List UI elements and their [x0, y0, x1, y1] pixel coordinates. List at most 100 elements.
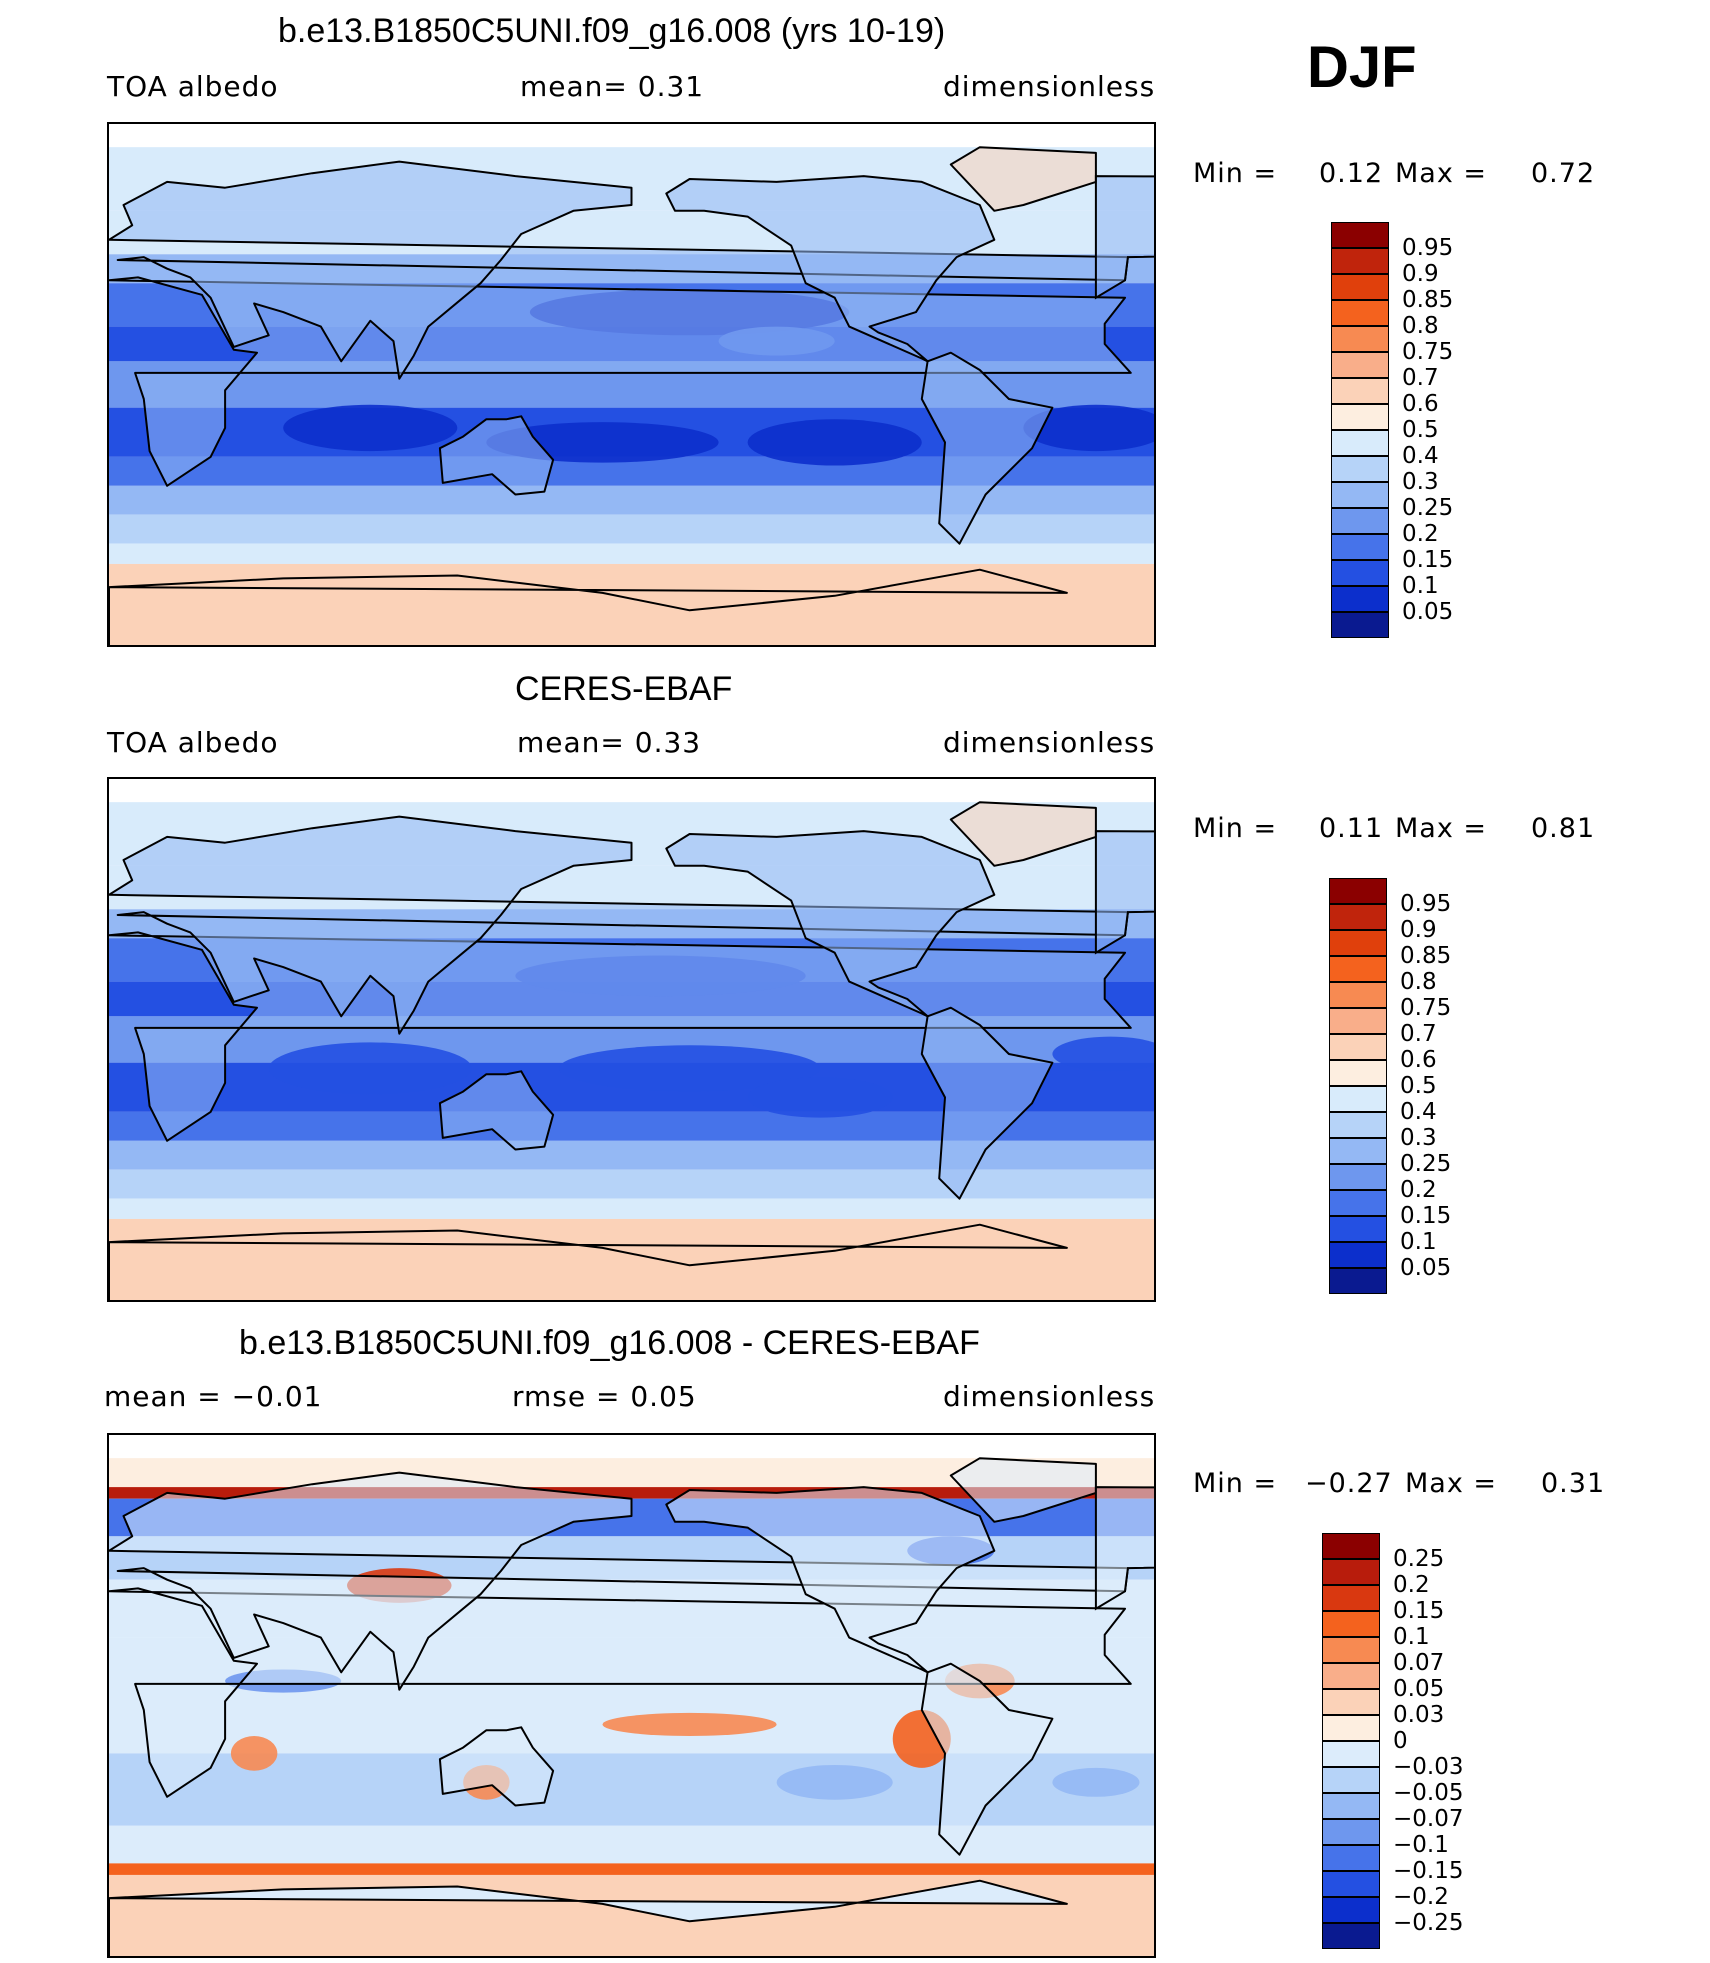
colorbar-tick-label: 0.25 — [1400, 1151, 1452, 1177]
coastline-eurasia — [109, 1471, 1129, 1691]
colorbar-tick-label: −0.03 — [1393, 1754, 1464, 1780]
coastline-namerica — [665, 1486, 996, 1674]
field-anomaly — [268, 1042, 472, 1095]
colorbar-tick-label: 0.07 — [1393, 1650, 1445, 1676]
colorbar-swatch — [1329, 1112, 1387, 1138]
colorbar-tick-label: 0.9 — [1402, 261, 1439, 287]
colorbar-tick-label: 0.75 — [1402, 339, 1454, 365]
coastline-europe-wrap — [1094, 830, 1154, 955]
coastline-greenland — [949, 146, 1097, 212]
field-anomaly — [1052, 1767, 1140, 1797]
variable-label: TOA albedo — [107, 726, 279, 759]
colorbar-tick-label: 0.6 — [1400, 1047, 1437, 1073]
colorbar-tick-label: 0.05 — [1393, 1676, 1445, 1702]
colorbar-tick-label: 0.05 — [1400, 1255, 1452, 1281]
coastline-samerica — [920, 1662, 1054, 1856]
colorbar-swatch — [1322, 1585, 1380, 1611]
colorbar-tick-label: 0.85 — [1400, 943, 1452, 969]
units-label: dimensionless — [943, 70, 1156, 103]
colorbar-tick-label: 0.95 — [1400, 891, 1452, 917]
colorbar-tick-label: 0 — [1393, 1728, 1408, 1754]
colorbar-swatch — [1322, 1689, 1380, 1715]
field-anomaly — [776, 1764, 893, 1800]
colorbar-swatch — [1331, 586, 1389, 612]
colorbar-swatch — [1331, 378, 1389, 404]
colorbar-swatch — [1329, 930, 1387, 956]
colorbar-tick-label: 0.6 — [1402, 391, 1439, 417]
colorbar-swatch — [1322, 1533, 1380, 1559]
colorbar-tick-label: −0.15 — [1393, 1858, 1464, 1884]
rmse-label: rmse = 0.05 — [512, 1380, 697, 1413]
colorbar-tick-label: 0.75 — [1400, 995, 1452, 1021]
coastline-antarctica — [109, 1223, 1068, 1300]
zonal-band — [109, 543, 1154, 564]
colorbar-tick-label: 0.3 — [1402, 469, 1439, 495]
colorbar-swatch — [1329, 1008, 1387, 1034]
map-plot — [107, 777, 1156, 1302]
coastline-europe-wrap — [1094, 175, 1154, 300]
variable-label: TOA albedo — [107, 70, 279, 103]
colorbar-swatch — [1329, 1190, 1387, 1216]
coastline-greenland — [949, 1457, 1097, 1523]
colorbar-tick-label: 0.05 — [1402, 599, 1454, 625]
max-value: 0.31 — [1541, 1468, 1606, 1499]
colorbar-tick-label: 0.9 — [1400, 917, 1437, 943]
colorbar-tick-label: 0.95 — [1402, 235, 1454, 261]
colorbar-swatch — [1331, 404, 1389, 430]
map-plot — [107, 122, 1156, 647]
colorbar-swatch — [1322, 1871, 1380, 1897]
colorbar-swatch — [1331, 534, 1389, 560]
colorbar-tick-label: 0.15 — [1402, 547, 1454, 573]
min-label: Min = — [1193, 158, 1278, 189]
missing-data-region — [109, 124, 1154, 148]
colorbar-swatch — [1322, 1793, 1380, 1819]
max-label: Max = — [1405, 1468, 1498, 1499]
field-anomaly — [1052, 1036, 1154, 1072]
colorbar-swatch — [1322, 1897, 1380, 1923]
colorbar-tick-label: −0.2 — [1393, 1884, 1449, 1910]
colorbar-swatch — [1331, 456, 1389, 482]
colorbar-swatch — [1331, 248, 1389, 274]
coastline-europe-wrap — [1094, 1486, 1154, 1611]
colorbar-swatch — [1331, 430, 1389, 456]
colorbar-tick-label: 0.7 — [1402, 365, 1439, 391]
colorbar-tick-label: 0.03 — [1393, 1702, 1445, 1728]
colorbar-swatch — [1322, 1559, 1380, 1585]
min-value: 0.11 — [1319, 813, 1384, 844]
colorbar-tick-label: 0.1 — [1400, 1229, 1437, 1255]
colorbar-swatch — [1331, 508, 1389, 534]
colorbar-swatch — [1322, 1663, 1380, 1689]
colorbar-tick-label: 0.15 — [1400, 1203, 1452, 1229]
field-anomaly — [1023, 404, 1154, 452]
colorbar-tick-label: 0.8 — [1400, 969, 1437, 995]
zonal-band — [109, 1825, 1154, 1864]
mean-label: mean= 0.33 — [517, 726, 702, 759]
max-value: 0.72 — [1531, 158, 1596, 189]
max-label: Max = — [1395, 813, 1488, 844]
colorbar-tick-label: −0.25 — [1393, 1910, 1464, 1936]
colorbar-tick-label: 0.25 — [1393, 1546, 1445, 1572]
coastline-antarctica — [109, 1879, 1068, 1956]
zonal-band — [109, 1140, 1154, 1170]
field-anomaly — [747, 1077, 893, 1118]
colorbar-swatch — [1329, 1034, 1387, 1060]
panel-title: b.e13.B1850C5UNI.f09_g16.008 - CERES-EBA… — [239, 1324, 980, 1362]
min-label: Min = — [1193, 813, 1278, 844]
colorbar-tick-label: 0.4 — [1402, 443, 1439, 469]
colorbar-swatch — [1329, 878, 1387, 904]
min-label: Min = — [1193, 1468, 1278, 1499]
panel-title: b.e13.B1850C5UNI.f09_g16.008 (yrs 10-19) — [278, 12, 946, 50]
colorbar-swatch — [1329, 1242, 1387, 1268]
coastline-greenland — [949, 801, 1097, 867]
colorbar-swatch — [1329, 1268, 1387, 1294]
map-plot — [107, 1433, 1156, 1958]
missing-data-region — [109, 779, 1154, 803]
colorbar-tick-label: 0.2 — [1402, 521, 1439, 547]
coastline-australia — [438, 415, 555, 496]
colorbar-swatch — [1329, 1138, 1387, 1164]
coastline-australia — [438, 1726, 555, 1807]
colorbar-swatch — [1329, 1060, 1387, 1086]
colorbar-swatch — [1329, 904, 1387, 930]
field-anomaly — [602, 1712, 777, 1737]
colorbar-swatch — [1329, 1216, 1387, 1242]
